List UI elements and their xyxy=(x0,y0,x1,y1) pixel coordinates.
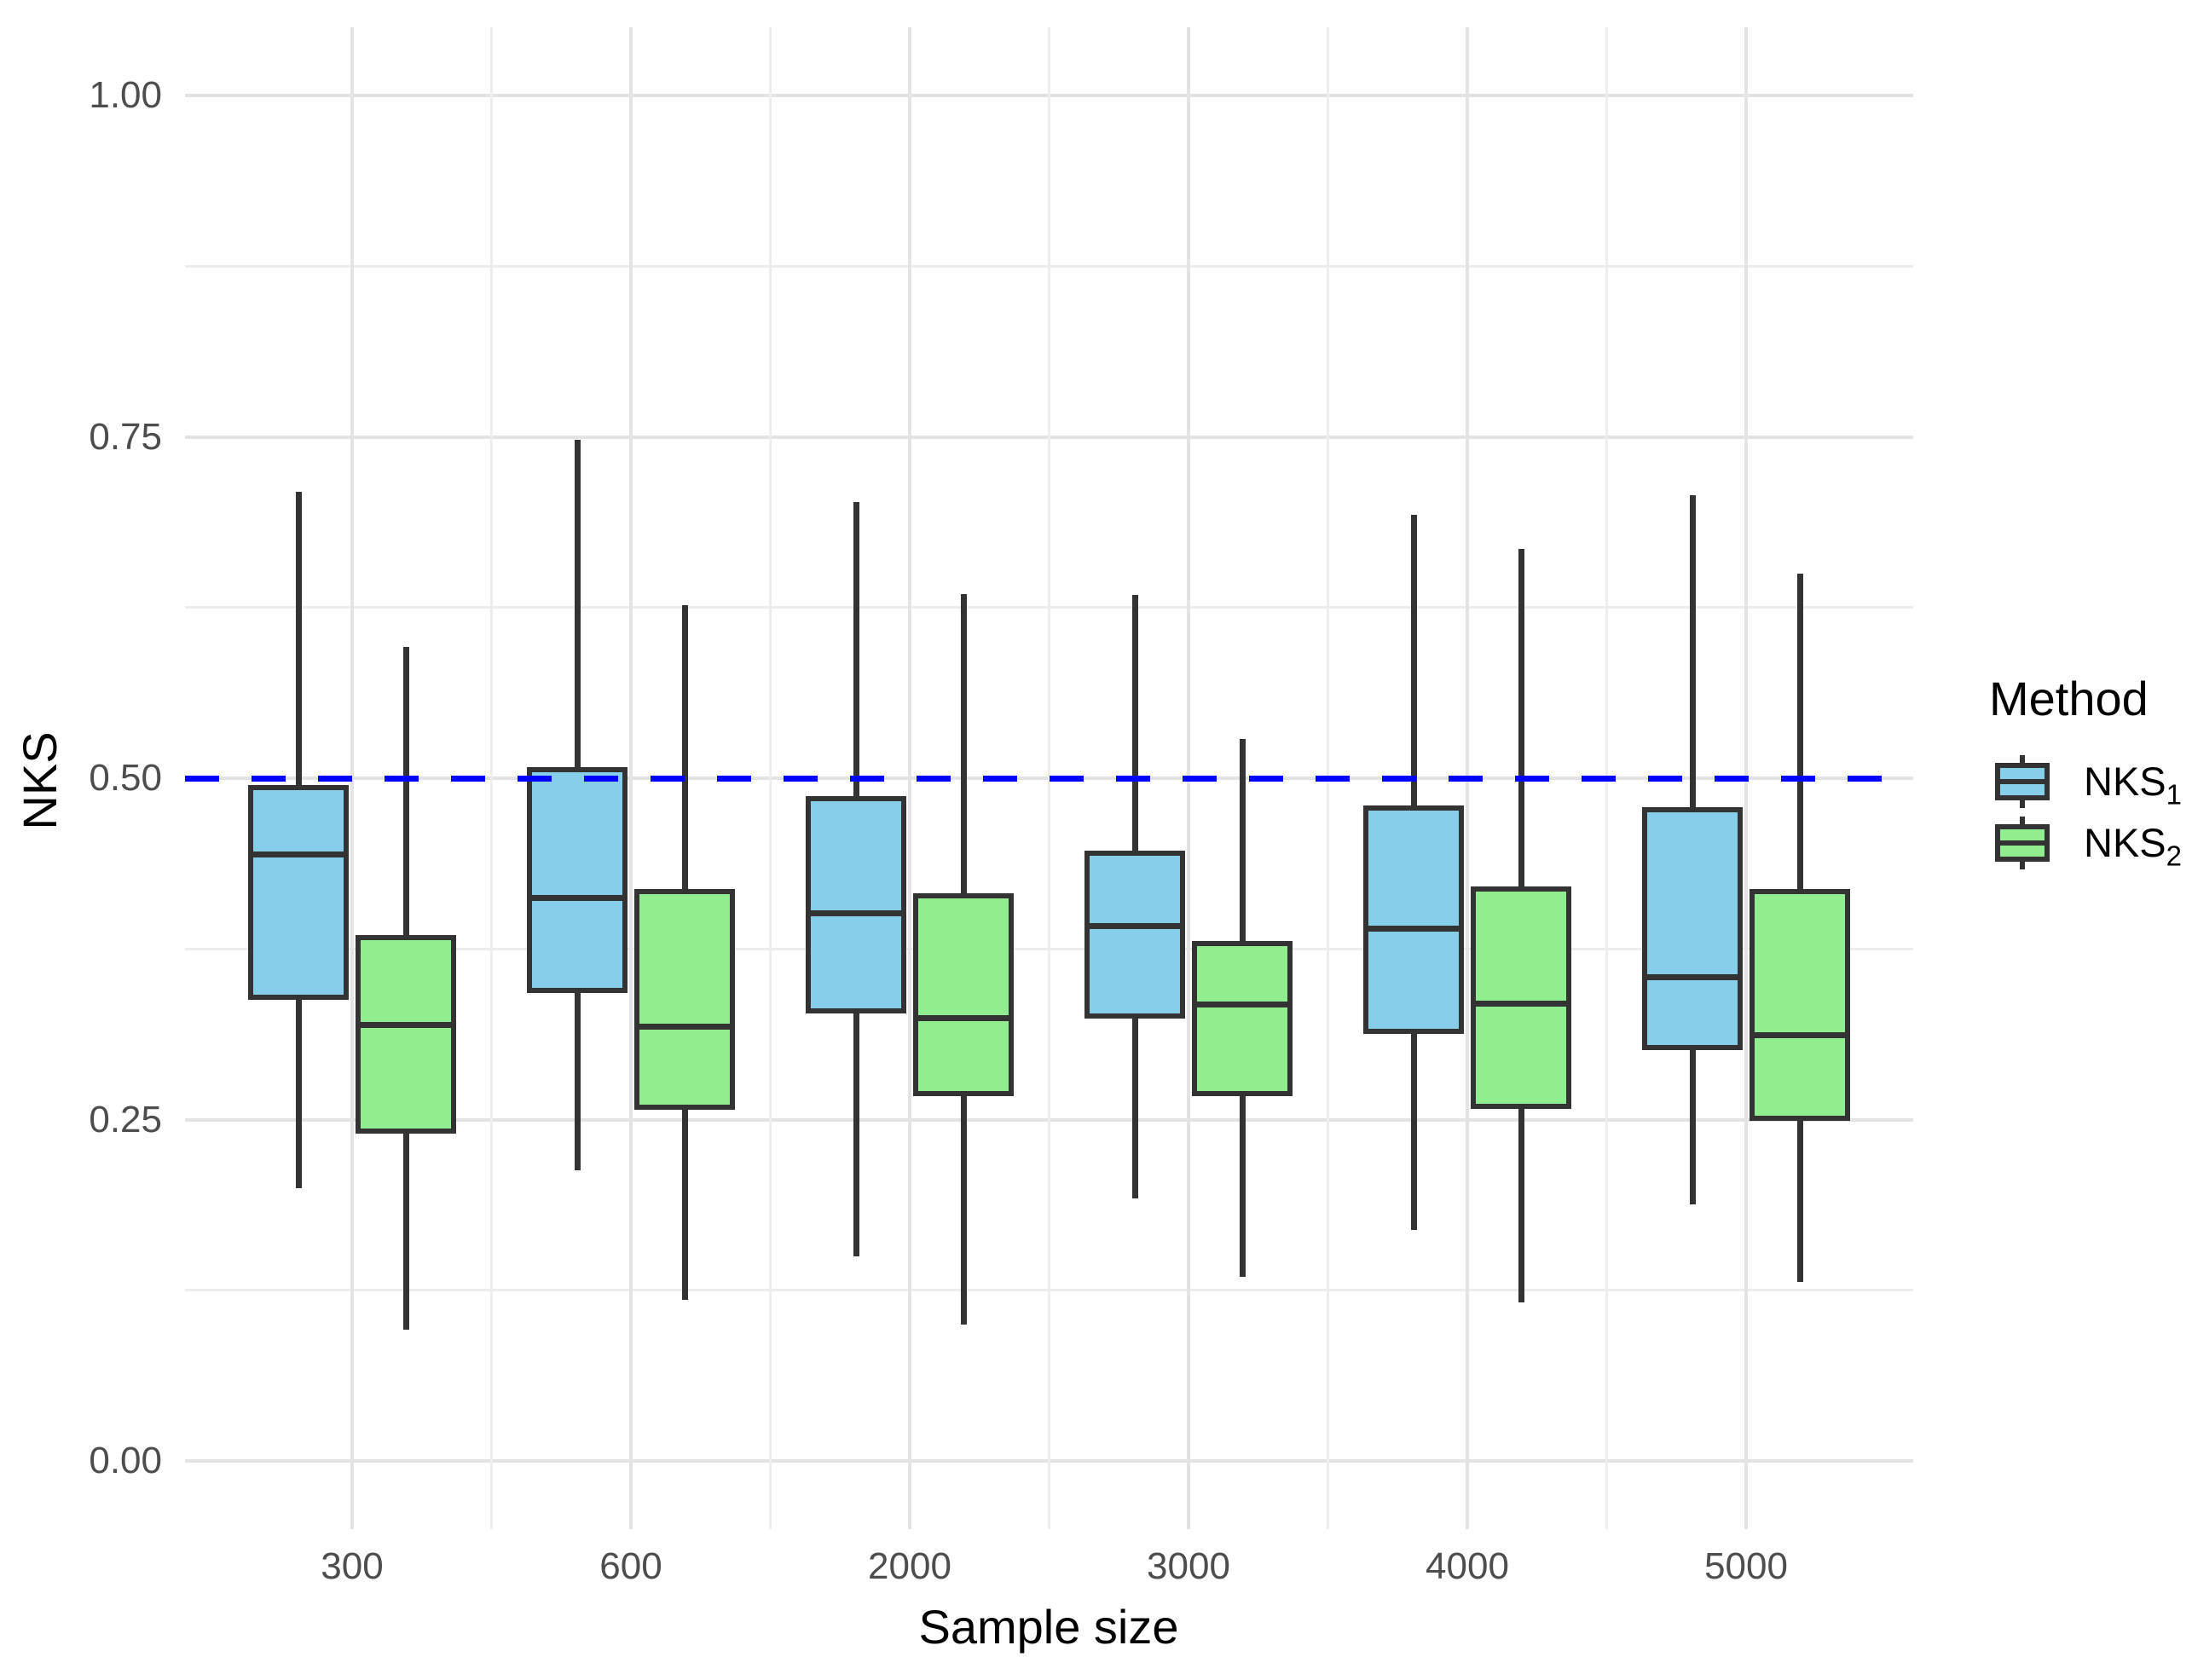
boxplot-upper-whisker-nks2-4000 xyxy=(1518,548,1524,889)
boxplot-upper-whisker-nks2-300 xyxy=(402,647,409,938)
boxplot-lower-whisker-nks1-4000 xyxy=(1410,1031,1417,1231)
boxplot-upper-whisker-nks1-2000 xyxy=(853,502,859,799)
boxplot-median-nks1-600 xyxy=(527,895,628,902)
legend-glyph-lower-whisker xyxy=(2020,800,2025,808)
boxplot-box-nks1-5000 xyxy=(1642,806,1743,1050)
boxplot-lower-whisker-nks2-300 xyxy=(402,1130,409,1331)
boxplot-median-nks2-300 xyxy=(356,1022,456,1029)
x-axis-tick-label: 3000 xyxy=(1147,1545,1230,1587)
legend-boxplot-glyph-icon xyxy=(1995,817,2050,869)
boxplot-lower-whisker-nks2-3000 xyxy=(1239,1094,1246,1277)
boxplot-lower-whisker-nks1-3000 xyxy=(1131,1015,1138,1199)
boxplot-upper-whisker-nks1-4000 xyxy=(1410,514,1417,809)
y-axis-tick-label: 0.00 xyxy=(89,1440,162,1481)
y-axis-tick-label: 0.50 xyxy=(89,757,162,799)
boxplot-upper-whisker-nks1-3000 xyxy=(1131,595,1138,853)
boxplot-box-nks1-4000 xyxy=(1363,805,1464,1034)
boxplot-median-nks2-2000 xyxy=(913,1015,1014,1022)
reference-line-05 xyxy=(185,775,1913,782)
boxplot-median-nks1-4000 xyxy=(1363,925,1464,932)
legend: Method NKS1 NKS2 xyxy=(1989,672,2192,872)
boxplot-upper-whisker-nks1-600 xyxy=(574,439,581,771)
boxplot-box-nks1-3000 xyxy=(1084,850,1185,1019)
boxplot-box-nks1-300 xyxy=(248,785,349,1000)
boxplot-lower-whisker-nks1-600 xyxy=(574,990,581,1170)
boxplot-median-nks1-300 xyxy=(248,852,349,858)
boxplot-upper-whisker-nks2-3000 xyxy=(1239,738,1246,944)
y-axis-tick-label: 0.75 xyxy=(89,415,162,458)
x-axis-tick-label: 4000 xyxy=(1426,1545,1509,1587)
boxplot-median-nks1-3000 xyxy=(1084,922,1185,929)
boxplot-upper-whisker-nks1-5000 xyxy=(1689,495,1696,810)
boxplot-upper-whisker-nks2-2000 xyxy=(960,593,967,896)
legend-glyph-median xyxy=(2000,779,2045,784)
legend-glyph-upper-whisker xyxy=(2020,755,2025,763)
x-axis-tick-label: 2000 xyxy=(868,1545,951,1587)
boxplot-median-nks1-5000 xyxy=(1642,974,1743,981)
x-axis-tick-label: 300 xyxy=(321,1545,384,1587)
boxplot-median-nks2-3000 xyxy=(1192,1002,1293,1008)
boxplot-median-nks2-4000 xyxy=(1471,1000,1571,1007)
y-axis-tick-label: 0.25 xyxy=(89,1098,162,1140)
x-axis-tick-label: 600 xyxy=(599,1545,662,1587)
y-axis-tick-label: 1.00 xyxy=(89,74,162,116)
boxplot-lower-whisker-nks2-5000 xyxy=(1796,1118,1803,1283)
boxplot-lower-whisker-nks2-2000 xyxy=(960,1094,967,1325)
legend-entry-nks2: NKS2 xyxy=(1995,817,2192,872)
x-axis-title: Sample size xyxy=(918,1600,1179,1654)
boxplot-upper-whisker-nks1-300 xyxy=(295,491,302,788)
legend-boxplot-glyph-icon xyxy=(1995,755,2050,808)
legend-glyph-upper-whisker xyxy=(2020,817,2025,824)
boxplot-box-nks1-600 xyxy=(527,767,628,993)
boxplot-upper-whisker-nks2-600 xyxy=(681,604,688,892)
boxplot-box-nks2-300 xyxy=(356,935,456,1134)
boxplot-median-nks1-2000 xyxy=(806,910,906,917)
boxplot-lower-whisker-nks2-4000 xyxy=(1518,1106,1524,1303)
boxplot-box-nks1-2000 xyxy=(806,795,906,1013)
legend-label-nks2: NKS2 xyxy=(2084,820,2182,872)
legend-title: Method xyxy=(1989,672,2149,725)
boxplot-box-nks2-3000 xyxy=(1192,940,1293,1097)
boxplot-lower-whisker-nks1-300 xyxy=(295,996,302,1188)
boxplot-lower-whisker-nks2-600 xyxy=(681,1107,688,1300)
boxplot-lower-whisker-nks1-2000 xyxy=(853,1010,859,1256)
boxplot-upper-whisker-nks2-5000 xyxy=(1796,573,1803,892)
boxplot-box-nks2-2000 xyxy=(913,892,1014,1097)
boxplot-box-nks2-600 xyxy=(634,888,735,1111)
boxplot-median-nks2-5000 xyxy=(1750,1031,1850,1038)
boxplot-lower-whisker-nks1-5000 xyxy=(1689,1047,1696,1204)
legend-glyph-median xyxy=(2000,840,2045,846)
boxplot-box-nks2-4000 xyxy=(1471,886,1571,1109)
legend-label-nks1: NKS1 xyxy=(2084,759,2182,811)
legend-entry-nks1: NKS1 xyxy=(1995,755,2192,811)
boxplot-box-nks2-5000 xyxy=(1750,888,1850,1122)
legend-glyph-lower-whisker xyxy=(2020,862,2025,869)
boxplot-median-nks2-600 xyxy=(634,1024,735,1031)
x-axis-tick-label: 5000 xyxy=(1704,1545,1788,1587)
